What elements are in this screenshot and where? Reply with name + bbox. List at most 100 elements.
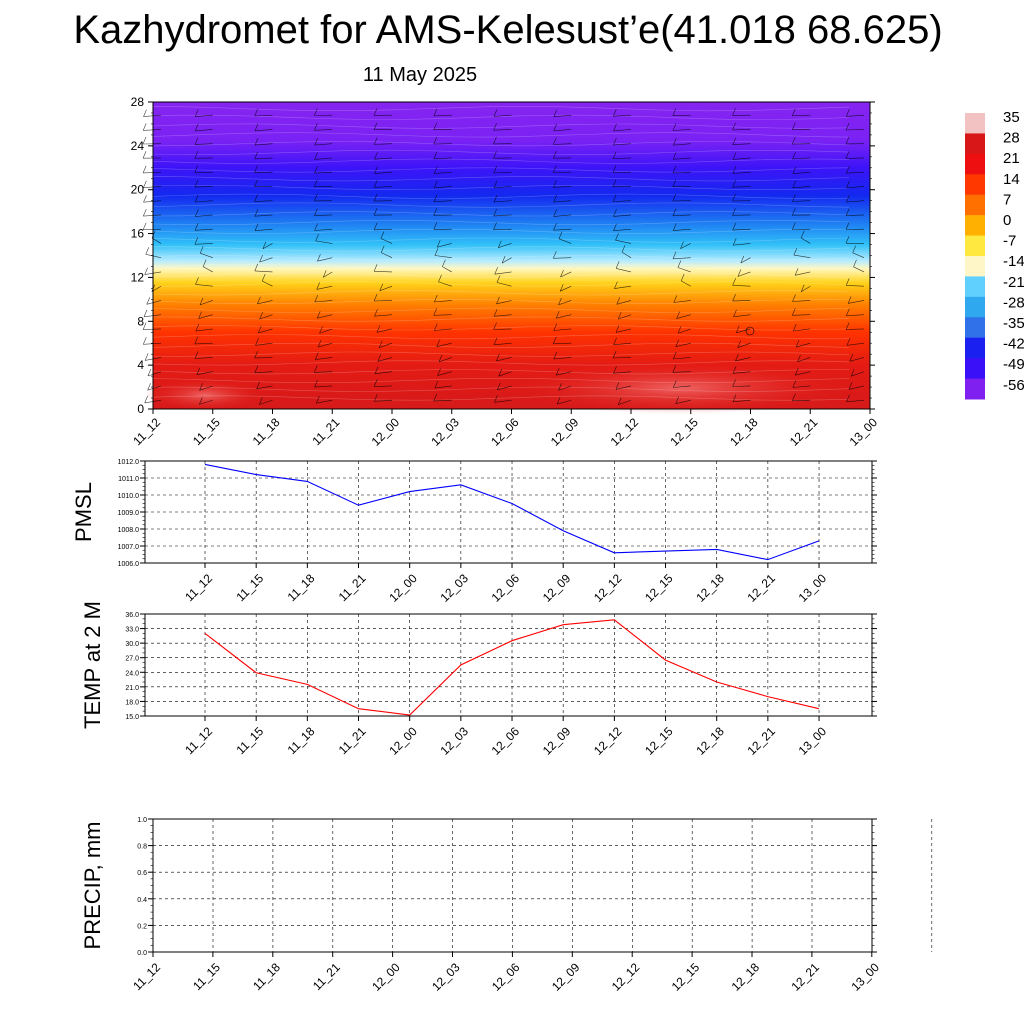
wind-barb-flag <box>797 354 801 363</box>
wind-barb-flag <box>254 223 259 231</box>
wind-barb-flag <box>732 366 737 374</box>
x-tick-label: 13_00 <box>848 960 882 994</box>
wind-barb-flag <box>195 277 199 285</box>
wind-barb-flag <box>315 352 319 360</box>
wind-barb-flag <box>379 283 384 291</box>
wind-barb-flag <box>442 259 446 267</box>
wind-barb-flag <box>314 294 319 303</box>
wind-barb <box>558 238 572 244</box>
wind-barb <box>672 214 691 217</box>
x-tick-label: 12_21 <box>744 571 778 605</box>
y-tick-label: 16 <box>131 227 145 241</box>
wind-barb-flag <box>433 122 438 130</box>
x-tick-label: 12_03 <box>428 415 462 449</box>
wind-barb <box>846 114 865 117</box>
wind-barb <box>199 399 213 405</box>
wind-barb-flag <box>374 394 378 402</box>
wind-barb <box>314 300 333 303</box>
wind-barb-flag <box>376 325 381 333</box>
y-axis-title: PRECIP, mm <box>80 822 105 950</box>
series-line <box>204 463 820 561</box>
colorbar-label: -49 <box>1003 356 1024 373</box>
wind-barb <box>143 200 162 203</box>
wind-barb <box>147 371 162 377</box>
y-tick-label: 1008.0 <box>118 527 140 534</box>
wind-barb-flag <box>257 296 261 305</box>
y-axis-title: TEMP at 2 M <box>80 601 105 729</box>
x-tick-label: 12_12 <box>608 415 642 449</box>
contour-line <box>152 377 850 384</box>
contour-line <box>152 255 850 261</box>
wind-barb <box>796 342 811 348</box>
wind-barb-flag <box>202 259 207 267</box>
wind-barb-flag <box>196 367 201 375</box>
wind-barb <box>433 114 452 117</box>
wind-barb-flag <box>792 393 796 401</box>
wind-barb-flag <box>143 309 148 317</box>
wind-barb <box>673 228 691 231</box>
x-tick-label: 11_12 <box>182 724 215 757</box>
wind-barb <box>800 237 811 244</box>
wind-barb-flag <box>793 323 797 332</box>
wind-barb <box>792 186 811 189</box>
wind-barb-flag <box>673 138 677 146</box>
wind-barb <box>673 300 691 303</box>
wind-barb <box>553 143 572 145</box>
wind-barb <box>494 314 512 317</box>
wind-barb <box>793 254 811 258</box>
wind-barb <box>672 371 691 373</box>
wind-barb <box>732 157 751 160</box>
contour-line <box>152 281 850 287</box>
wind-barb <box>323 271 333 278</box>
wind-barb-flag <box>732 193 736 202</box>
colorbar-label: -14 <box>1003 253 1024 270</box>
wind-barb-flag <box>322 270 327 278</box>
wind-barb <box>433 200 452 202</box>
wind-barb <box>733 314 751 318</box>
wind-barb-flag <box>142 322 147 330</box>
wind-barb <box>553 114 572 117</box>
x-tick-label: 11_18 <box>285 724 318 757</box>
calm-wind-marker <box>745 326 755 336</box>
wind-barb <box>846 186 865 189</box>
wind-barb-flag <box>737 269 742 277</box>
y-tick-label: 0 <box>137 402 144 416</box>
wind-barb-flag <box>493 165 497 174</box>
wind-barb <box>496 282 512 287</box>
wind-barb-flag <box>314 223 318 231</box>
wind-barb <box>732 143 751 145</box>
wind-barb-flag <box>736 325 740 333</box>
wind-barb <box>613 357 632 359</box>
wind-barb-flag <box>673 351 677 360</box>
wind-barb <box>673 157 691 160</box>
wind-barb <box>732 171 751 174</box>
wind-barb <box>199 385 213 391</box>
colorbar-swatch <box>965 215 985 237</box>
wind-barb <box>316 285 333 290</box>
wind-barb-flag <box>673 380 677 388</box>
y-tick-label: 28 <box>131 95 145 109</box>
wind-barb-flag <box>493 337 498 345</box>
wind-barb-flag <box>732 208 736 216</box>
wind-barb-flag <box>677 326 682 334</box>
wind-barb-flag <box>254 194 258 202</box>
wind-barb <box>143 342 162 345</box>
wind-barb-flag <box>672 152 677 160</box>
wind-barb-flag <box>314 179 318 187</box>
wind-barb <box>556 371 572 376</box>
wind-barb <box>792 157 811 160</box>
wind-barb <box>254 357 273 359</box>
wind-barb-flag <box>147 368 152 377</box>
wind-barb-flag <box>737 340 741 348</box>
wind-barb-flag <box>314 108 318 116</box>
wind-barb <box>433 157 452 160</box>
contour-line <box>152 263 850 270</box>
wind-barb <box>613 371 632 374</box>
wind-barb-flag <box>314 208 318 216</box>
wind-barb <box>851 371 865 377</box>
contour-line <box>152 193 850 199</box>
wind-barb-flag <box>493 208 497 217</box>
wind-barb <box>613 157 632 159</box>
wind-barb-flag <box>553 336 557 344</box>
y-tick-label: 4 <box>137 358 144 372</box>
